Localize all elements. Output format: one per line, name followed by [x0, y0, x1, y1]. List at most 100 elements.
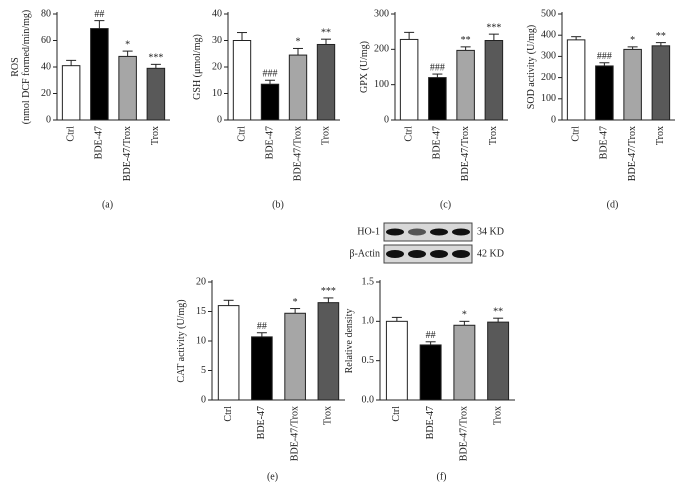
y-tick-label: 200 — [541, 72, 556, 83]
blot-row-label: HO-1 — [357, 226, 380, 237]
blot-size-label: 34 KD — [477, 226, 504, 237]
y-tick-label: 0 — [46, 114, 51, 125]
y-tick-label: 300 — [541, 51, 556, 62]
significance-label: ## — [257, 321, 267, 332]
x-tick-label: BDE-47/Trox — [459, 406, 470, 461]
significance-label: * — [462, 310, 467, 321]
panel-label: (a) — [102, 199, 113, 210]
x-tick-label: Trox — [323, 406, 334, 425]
y-tick-label: 200 — [374, 44, 389, 55]
blot-strip — [383, 244, 473, 264]
x-tick-label: Trox — [492, 406, 503, 425]
panel-label: (f) — [437, 471, 447, 482]
bar — [419, 344, 442, 401]
blot-band — [408, 228, 426, 236]
y-tick-label: 20 — [212, 61, 222, 72]
blot-row-label: β-Actin — [349, 248, 380, 259]
y-tick-label: 40 — [41, 61, 51, 72]
significance-label: ** — [656, 31, 666, 42]
y-tick-label: 0 — [384, 114, 389, 125]
bar — [232, 40, 252, 121]
significance-label: ** — [321, 27, 331, 38]
x-tick-label: Ctrl — [403, 126, 414, 142]
blot-size-label: 42 KD — [477, 248, 504, 259]
significance-label: *** — [321, 286, 336, 297]
bar — [456, 49, 475, 121]
y-tick-label: 0 — [217, 114, 222, 125]
bar — [288, 54, 308, 121]
significance-label: *** — [486, 22, 501, 33]
x-tick-label: BDE-47 — [256, 406, 267, 439]
y-axis-label: GPX (U/mg) — [359, 41, 370, 93]
x-tick-label: Ctrl — [570, 126, 581, 142]
x-tick-label: Ctrl — [236, 126, 247, 142]
significance-label: ### — [263, 69, 278, 80]
y-tick-label: 5 — [201, 365, 206, 376]
significance-label: * — [296, 37, 301, 48]
significance-label: ## — [94, 9, 104, 20]
y-tick-label: 10 — [196, 335, 206, 346]
blot-band — [386, 228, 404, 236]
bar — [651, 45, 671, 121]
x-tick-label: BDE-47 — [599, 126, 610, 159]
y-tick-label: 500 — [541, 8, 556, 19]
y-tick-label: 400 — [541, 29, 556, 40]
y-tick-label: 20 — [196, 276, 206, 287]
bar — [317, 302, 340, 401]
significance-label: * — [630, 35, 635, 46]
x-tick-label: BDE-47/Trox — [460, 126, 471, 181]
y-axis-label: GSH (μmol/mg) — [192, 34, 203, 100]
y-axis-label: ROS(nmol DCF formed/min/mg) — [10, 10, 32, 124]
significance-label: ** — [493, 306, 503, 317]
y-tick-label: 20 — [41, 88, 51, 99]
significance-label: * — [125, 39, 130, 50]
bar — [399, 38, 419, 121]
bar — [316, 43, 336, 121]
x-tick-label: Trox — [150, 126, 161, 145]
bar — [566, 39, 586, 121]
x-tick-label: BDE-47/Trox — [627, 126, 638, 181]
blot-band — [452, 228, 470, 236]
bar — [118, 55, 137, 121]
x-tick-label: Trox — [655, 126, 666, 145]
bar — [251, 336, 273, 401]
blot-band — [430, 228, 448, 236]
x-tick-label: Ctrl — [391, 406, 402, 422]
bar — [61, 65, 81, 121]
bar — [260, 83, 280, 121]
y-axis-label: SOD activity (U/mg) — [526, 25, 537, 109]
x-tick-label: BDE-47 — [425, 406, 436, 439]
x-tick-label: BDE-47/Trox — [292, 126, 303, 181]
bar — [284, 312, 306, 401]
bar — [90, 28, 109, 121]
bar — [623, 48, 642, 121]
y-tick-label: 60 — [41, 35, 51, 46]
x-tick-label: Trox — [320, 126, 331, 145]
significance-label: ** — [461, 35, 471, 46]
y-tick-label: 0 — [201, 394, 206, 405]
y-tick-label: 15 — [196, 306, 206, 317]
y-tick-label: 0.0 — [362, 394, 375, 405]
y-tick-label: 40 — [212, 8, 222, 19]
significance-label: ### — [597, 51, 612, 62]
y-tick-label: 80 — [41, 8, 51, 19]
y-tick-label: 100 — [374, 79, 389, 90]
blot-band — [408, 250, 426, 258]
y-tick-label: 0.5 — [362, 355, 375, 366]
x-tick-label: BDE-47/Trox — [289, 406, 300, 461]
bar — [453, 324, 476, 401]
bar — [484, 40, 504, 121]
blot-strip — [383, 222, 473, 242]
bar — [428, 77, 447, 121]
x-tick-label: BDE-47 — [432, 126, 443, 159]
y-axis-label: Relative density — [344, 309, 355, 374]
x-tick-label: BDE-47 — [94, 126, 105, 159]
significance-label: ## — [426, 330, 436, 341]
bar — [487, 321, 510, 401]
x-tick-label: Ctrl — [65, 126, 76, 142]
y-tick-label: 1.0 — [362, 316, 375, 327]
y-tick-label: 10 — [212, 88, 222, 99]
blot-band — [430, 250, 448, 258]
panel-label: (c) — [440, 199, 451, 210]
